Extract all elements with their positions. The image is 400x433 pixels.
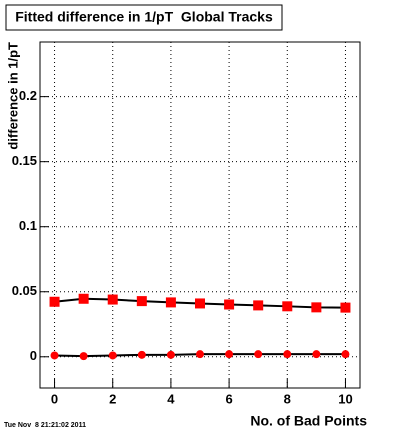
marker <box>312 350 321 359</box>
marker <box>282 301 293 312</box>
marker <box>137 350 146 359</box>
marker <box>225 350 234 359</box>
marker <box>341 350 350 359</box>
marker <box>108 351 117 360</box>
marker <box>311 302 322 313</box>
y-tick-label: 0.2 <box>19 88 37 103</box>
x-tick-label: 8 <box>284 391 291 406</box>
title-box <box>5 4 283 31</box>
marker <box>254 350 263 359</box>
y-tick-label: 0.05 <box>12 283 37 298</box>
y-axis-label: difference in 1/pT <box>5 42 20 150</box>
y-tick-label: 0.1 <box>19 218 37 233</box>
x-axis-label: No. of Bad Points <box>250 413 367 429</box>
marker <box>340 302 351 313</box>
chart-title: Fitted difference in 1/pT Global Tracks <box>15 9 273 25</box>
marker <box>253 300 264 311</box>
marker <box>166 350 175 359</box>
marker <box>195 298 205 309</box>
x-tick-label: 4 <box>167 391 175 406</box>
marker <box>79 352 88 361</box>
y-tick-label: 0.15 <box>12 153 37 168</box>
timestamp: Tue Nov 8 21:21:02 2011 <box>4 422 86 429</box>
y-tick-label: 0 <box>30 348 37 363</box>
marker <box>50 351 59 360</box>
x-tick-label: 10 <box>338 391 352 406</box>
marker <box>78 293 89 304</box>
marker <box>224 299 235 310</box>
x-tick-label: 0 <box>51 391 58 406</box>
marker <box>136 296 147 307</box>
marker <box>196 350 204 359</box>
marker <box>165 297 176 308</box>
x-tick-label: 2 <box>109 391 116 406</box>
marker <box>49 296 60 307</box>
plot-frame <box>39 41 361 389</box>
marker <box>283 350 292 359</box>
x-tick-label: 6 <box>225 391 232 406</box>
marker <box>107 294 118 305</box>
